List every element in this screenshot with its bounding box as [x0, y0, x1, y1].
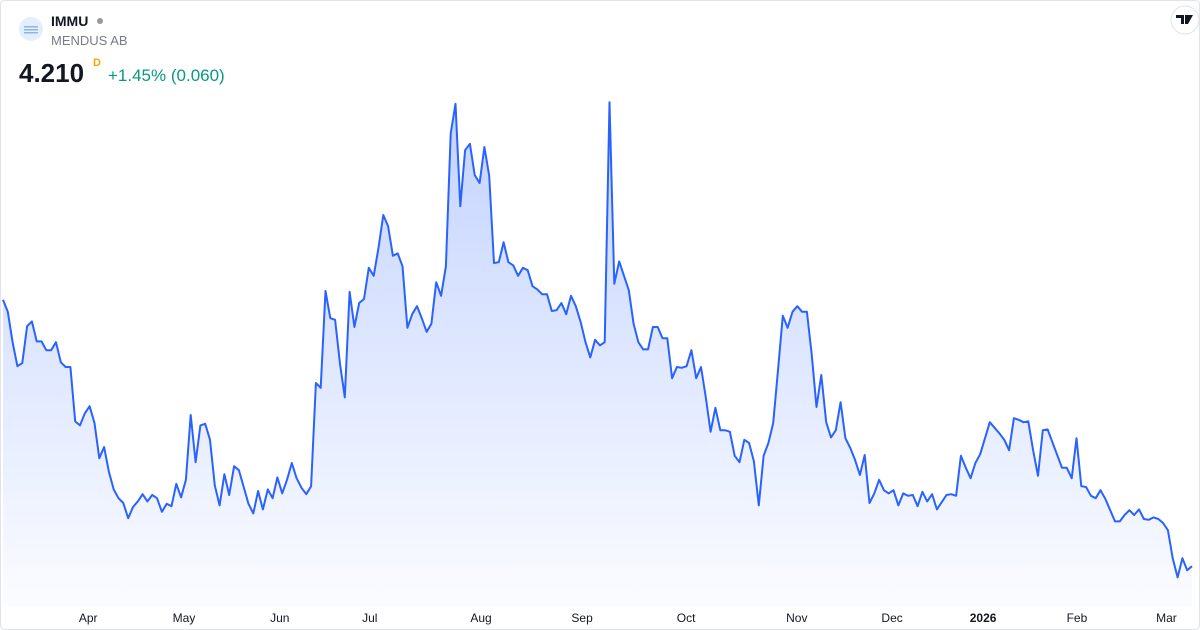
plot: Apr May Jun Jul Aug Sep Oct Nov Dec 2026 Feb Mar — [2, 101, 1193, 625]
x-tick-label: Jul — [362, 611, 377, 625]
x-tick-label: Dec — [881, 611, 902, 625]
x-tick-label: Oct — [677, 611, 696, 625]
price-change: +1.45% (0.060) — [108, 66, 225, 85]
price: 4.210 — [19, 58, 84, 88]
interval: D — [93, 57, 101, 69]
company-name: MENDUS AB — [51, 33, 128, 48]
tv-logo[interactable] — [1176, 15, 1193, 24]
symbol: IMMU — [51, 13, 88, 29]
status-dot — [97, 18, 103, 24]
x-tick-label: Sep — [571, 611, 593, 625]
x-tick-label: Nov — [786, 611, 807, 625]
x-tick-label: Jun — [270, 611, 289, 625]
x-tick-label: Aug — [470, 611, 491, 625]
area-fill — [3, 102, 1192, 606]
x-tick-label: 2026 — [970, 611, 997, 625]
logo-dots — [24, 26, 38, 34]
x-tick-label: May — [173, 611, 196, 625]
price-line — [2, 101, 1193, 579]
x-tick-label: Feb — [1067, 611, 1088, 625]
x-tick-label: Apr — [79, 611, 98, 625]
x-tick-label: Mar — [1156, 611, 1177, 625]
